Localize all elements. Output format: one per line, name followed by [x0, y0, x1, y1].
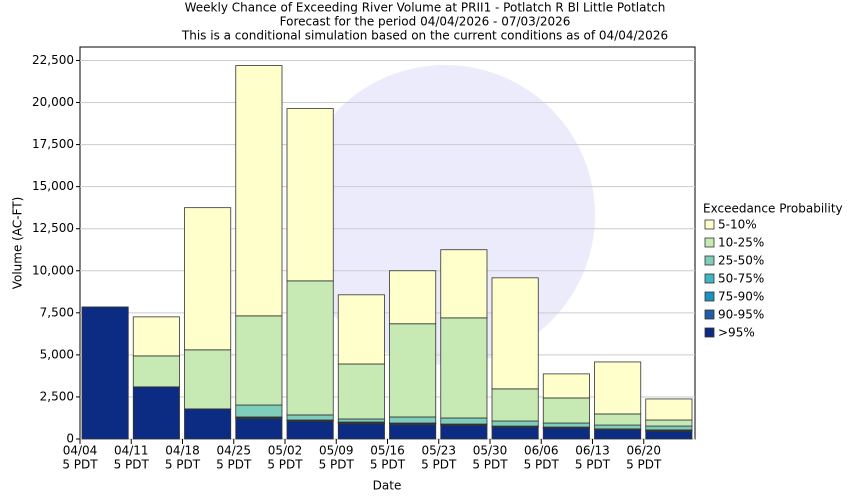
bar-segment [184, 408, 232, 440]
x-tick-label: 04/04 [63, 444, 98, 458]
bar-segment [235, 404, 283, 418]
y-tick-label: 2,500 [40, 389, 74, 403]
bar-segment [645, 398, 693, 421]
bar-segment [645, 431, 693, 440]
legend-label: >95% [718, 326, 755, 340]
bar-segment [440, 249, 488, 319]
x-tick-sublabel: 5 PDT [575, 458, 611, 472]
x-tick-sublabel: 5 PDT [421, 458, 457, 472]
x-tick-label: 05/30 [473, 444, 508, 458]
bar-segment [337, 363, 385, 420]
x-tick-label: 06/06 [524, 444, 559, 458]
legend-label: 25-50% [718, 254, 764, 268]
bar-segment [542, 422, 590, 428]
x-tick-sublabel: 5 PDT [370, 458, 406, 472]
bar-segment [184, 207, 232, 351]
bar-segment [286, 414, 334, 421]
legend-label: 50-75% [718, 272, 764, 286]
bar-segment [594, 429, 642, 440]
y-tick-label: 10,000 [32, 263, 74, 277]
y-tick-label: 12,500 [32, 221, 74, 235]
x-tick-sublabel: 5 PDT [114, 458, 150, 472]
bar-segment [132, 386, 180, 440]
x-tick-label: 06/13 [575, 444, 610, 458]
x-tick-sublabel: 5 PDT [472, 458, 508, 472]
x-tick-label: 05/02 [268, 444, 303, 458]
bar-segment [389, 270, 437, 325]
y-tick-label: 15,000 [32, 179, 74, 193]
bar-segment [440, 317, 488, 419]
y-tick-label: 7,500 [40, 305, 74, 319]
y-tick-label: 22,500 [32, 53, 74, 67]
bar-segment [645, 419, 693, 427]
legend-label: 10-25% [718, 236, 764, 250]
x-tick-sublabel: 5 PDT [216, 458, 252, 472]
bar-segment [286, 420, 334, 440]
x-tick-sublabel: 5 PDT [62, 458, 98, 472]
y-tick-label: 17,500 [32, 137, 74, 151]
bar-segment [542, 427, 590, 440]
legend-swatch [704, 237, 715, 248]
x-tick-label: 05/16 [370, 444, 405, 458]
x-tick-label: 05/09 [319, 444, 354, 458]
bar-segment [81, 306, 129, 440]
bar-segment [286, 280, 334, 416]
bar-segment [389, 424, 437, 440]
bar-segment [491, 426, 539, 440]
bar-segment [491, 388, 539, 422]
bar-segment [132, 355, 180, 388]
bar-segment [645, 425, 693, 431]
x-tick-label: 04/11 [114, 444, 149, 458]
legend-label: 75-90% [718, 290, 764, 304]
chart-subtitle: This is a conditional simulation based o… [181, 29, 668, 43]
x-tick-sublabel: 5 PDT [165, 458, 201, 472]
y-tick-label: 5,000 [40, 347, 74, 361]
x-tick-label: 06/20 [626, 444, 661, 458]
bar-segment [594, 361, 642, 415]
bar-segment [594, 424, 642, 430]
legend-title: Exceedance Probability [703, 202, 843, 216]
y-tick-label: 0 [66, 432, 74, 446]
x-tick-sublabel: 5 PDT [626, 458, 662, 472]
bar-segment [235, 418, 283, 440]
bar-segment [542, 397, 590, 424]
x-tick-sublabel: 5 PDT [267, 458, 303, 472]
x-tick-sublabel: 5 PDT [524, 458, 560, 472]
bar-segment [337, 423, 385, 440]
y-axis-label: Volume (AC-FT) [11, 197, 25, 290]
legend-swatch [704, 291, 715, 302]
legend-swatch [704, 309, 715, 320]
bar-segment [389, 416, 437, 424]
bar-segment [337, 294, 385, 365]
bar-segment [440, 425, 488, 440]
x-tick-label: 05/23 [421, 444, 456, 458]
chart-title: Weekly Chance of Exceeding River Volume … [185, 1, 666, 15]
x-tick-sublabel: 5 PDT [319, 458, 355, 472]
bar-segment [286, 108, 334, 282]
bar-segment [184, 349, 232, 410]
legend-label: 90-95% [718, 308, 764, 322]
x-tick-label: 04/18 [165, 444, 200, 458]
legend-label: 5-10% [718, 218, 757, 232]
bar-segment [491, 420, 539, 427]
bar-segment [491, 277, 539, 390]
legend-swatch [704, 219, 715, 230]
bar-segment [337, 418, 385, 423]
bar-segment [594, 413, 642, 426]
bar-segment [235, 65, 283, 317]
bar-segment [389, 323, 437, 418]
x-axis-label: Date [373, 479, 402, 493]
bar-segment [542, 373, 590, 399]
bar-segment [235, 315, 283, 406]
legend-swatch [704, 255, 715, 266]
legend-swatch [704, 273, 715, 284]
bar-segment [440, 417, 488, 425]
bar-segment [132, 316, 180, 357]
y-tick-label: 20,000 [32, 95, 74, 109]
legend-swatch [704, 327, 715, 338]
chart-subtitle: Forecast for the period 04/04/2026 - 07/… [280, 15, 571, 29]
x-tick-label: 04/25 [216, 444, 251, 458]
